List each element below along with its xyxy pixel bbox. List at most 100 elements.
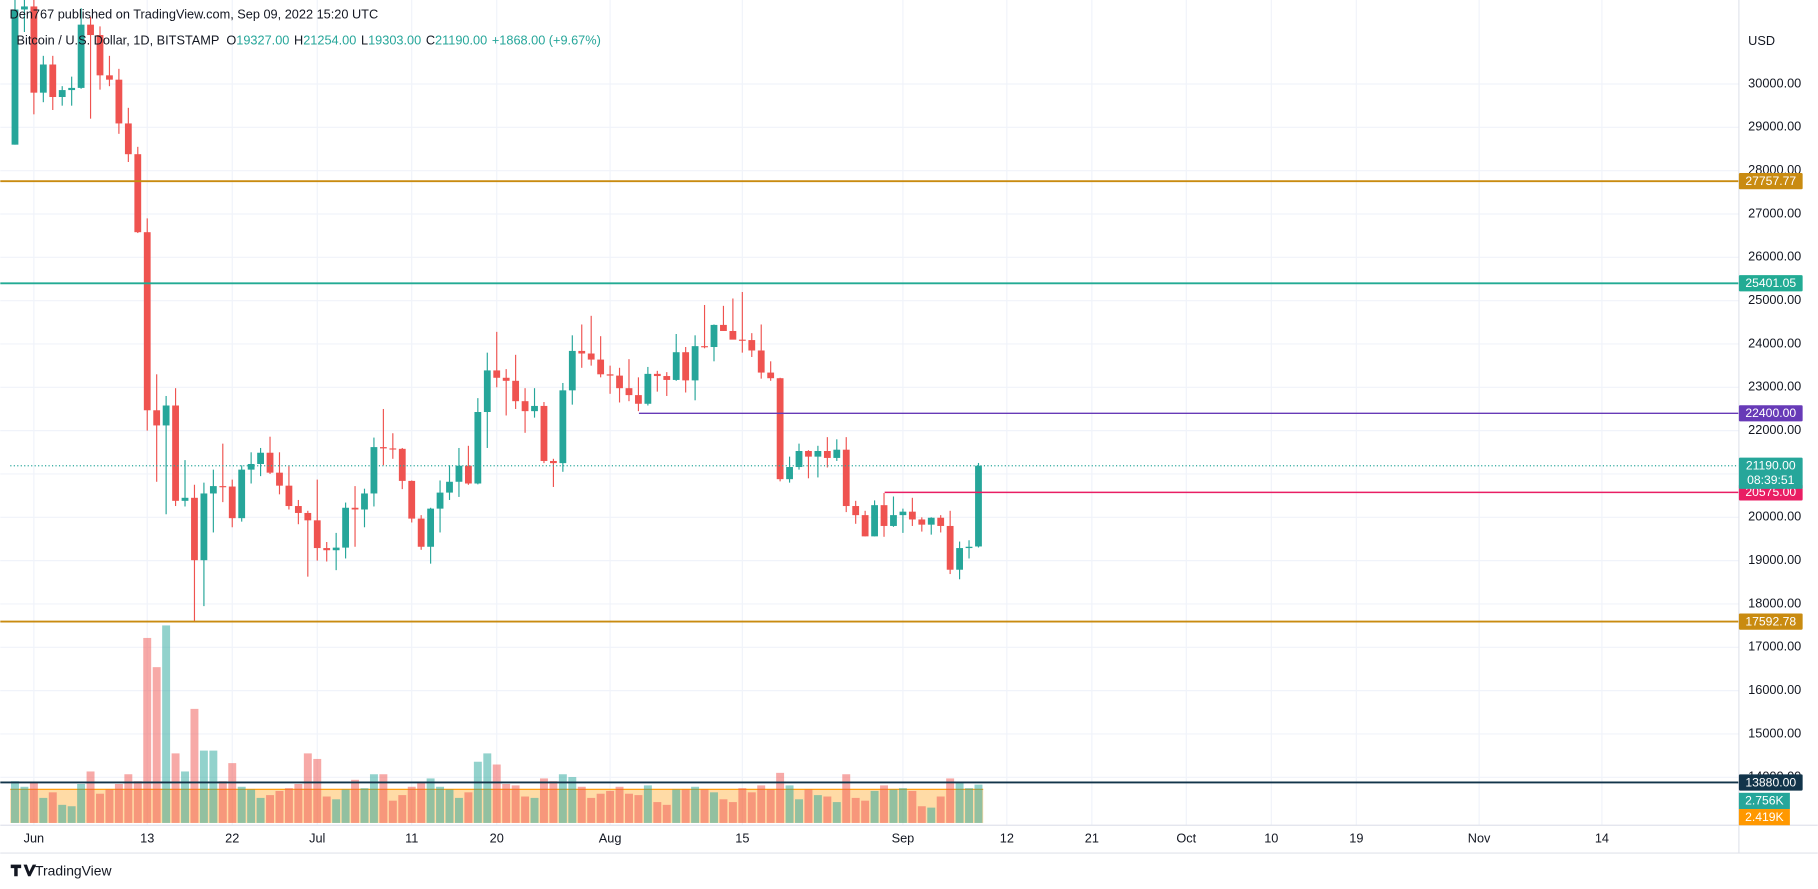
volume-bar (955, 782, 964, 823)
candle-body (351, 507, 359, 510)
y-tick-label: 19000.00 (1748, 552, 1801, 567)
volume-bar (483, 753, 492, 823)
candle-body (512, 380, 520, 402)
volume-bar (889, 789, 898, 823)
volume-bar (209, 750, 218, 823)
candle-body (39, 64, 47, 93)
x-tick-label: Oct (1176, 831, 1196, 846)
level-label: 27757.77 (1745, 174, 1796, 188)
candle-body (965, 546, 973, 549)
x-tick-label: Nov (1468, 831, 1491, 846)
legend: Bitcoin / U.S. Dollar, 1D, BITSTAMP O1932… (17, 33, 601, 48)
volume-bar (747, 792, 756, 823)
legend-symbol: Bitcoin / U.S. Dollar, 1D, BITSTAMP (17, 33, 220, 48)
candle-body (304, 512, 312, 521)
candle-body (946, 525, 954, 570)
candle-body (68, 87, 76, 91)
candle-body (276, 472, 283, 486)
candle-body (635, 395, 642, 404)
volume-bar (275, 790, 284, 823)
volume-bar (530, 797, 539, 823)
candle-body (106, 75, 113, 80)
levels (0, 180, 1739, 784)
candle-body (663, 376, 671, 380)
candle-body (181, 497, 189, 501)
candle-body (257, 452, 264, 465)
y-tick-label: 29000.00 (1748, 119, 1801, 134)
countdown: 08:39:51 (1747, 473, 1795, 487)
level-label-bg (1738, 275, 1803, 292)
volume-bar (653, 802, 662, 823)
volume-bar (369, 774, 378, 823)
x-tick-label: 20 (490, 831, 504, 846)
candle-body (795, 451, 803, 468)
x-tick-label: Jun (24, 831, 45, 846)
volume-bar (851, 797, 860, 823)
candle-body (455, 465, 463, 482)
candle-body (398, 448, 406, 481)
volume-bar (162, 625, 171, 823)
legend-prefix: L (361, 33, 368, 48)
candle-body (58, 90, 66, 98)
candle-body (625, 388, 633, 396)
volume-bar (757, 785, 766, 823)
volume-bar (190, 708, 199, 823)
volume-bar (388, 800, 397, 823)
y-tick-label: 15000.00 (1748, 725, 1801, 740)
candle-body (842, 449, 850, 507)
volume-bar (861, 800, 870, 823)
volume-bar (710, 792, 718, 823)
level-label-bg (1738, 774, 1803, 791)
legend-value: 19303.00 (368, 33, 421, 48)
volume-bar (870, 790, 879, 823)
volume-bar (634, 795, 643, 823)
volume-bar (436, 786, 445, 823)
volume-bar (294, 783, 303, 823)
legend-value: 21190.00 (435, 33, 487, 48)
candle-body (162, 405, 170, 426)
volume-bar (880, 785, 888, 823)
x-tick-label: 22 (225, 831, 239, 846)
volume-label-bg (1738, 792, 1790, 810)
candle-body (247, 464, 255, 470)
y-tick-label: 24000.00 (1748, 335, 1801, 350)
level-label-bg (1738, 173, 1803, 190)
candle-body (767, 372, 775, 379)
volume-bar (171, 753, 180, 823)
volume-pane (10, 625, 984, 823)
volume-bar (785, 785, 794, 823)
volume-bar (577, 786, 586, 823)
candle-body (172, 405, 179, 501)
candle-body (124, 123, 132, 155)
volume-bar (105, 789, 114, 823)
candle-body (653, 373, 661, 377)
volume-bar (67, 806, 76, 823)
x-tick-label: Jul (309, 831, 325, 846)
volume-bar (256, 797, 265, 823)
current-price-bg (1738, 457, 1803, 489)
candle-body (464, 465, 472, 484)
volume-bar (558, 774, 567, 823)
volume-bar (568, 777, 577, 823)
volume-bar (417, 782, 426, 823)
volume-bar (596, 793, 605, 823)
volume-bar (313, 758, 322, 823)
candle-body (550, 460, 557, 464)
candle-body (342, 507, 349, 548)
volume-bar (625, 793, 633, 823)
y-tick-label: 25000.00 (1748, 292, 1801, 307)
volume-bar (29, 782, 38, 823)
volume-bar (662, 804, 671, 823)
candle-body (323, 548, 331, 551)
candle-body (682, 352, 690, 381)
candle-body (786, 467, 793, 480)
current-price-label: 21190.00 (1746, 459, 1796, 473)
candle-body (701, 346, 708, 348)
volume-bar (615, 786, 624, 823)
candle-body (899, 511, 907, 516)
volume-bar (332, 799, 341, 823)
x-tick-label: Aug (599, 831, 622, 846)
y-tick-label: 22000.00 (1748, 422, 1801, 437)
candle-body (559, 390, 567, 464)
volume-bar (77, 783, 86, 823)
